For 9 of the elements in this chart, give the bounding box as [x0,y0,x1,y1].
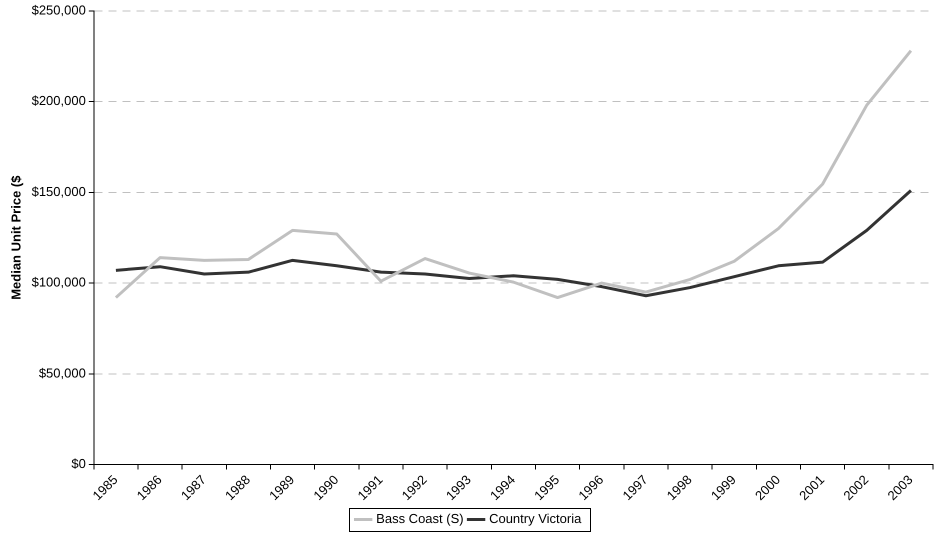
y-tick-label: $100,000 [32,274,86,290]
y-tick-label: $250,000 [32,2,86,18]
y-axis-title: Median Unit Price ($ [8,174,24,300]
legend-label: Country Victoria [489,511,582,526]
y-tick-label: $0 [71,456,86,472]
y-tick-label: $50,000 [38,365,86,380]
y-tick-label: $150,000 [32,184,86,199]
legend-label: Bass Coast (S) [376,511,464,526]
y-tick-label: $200,000 [32,93,86,108]
